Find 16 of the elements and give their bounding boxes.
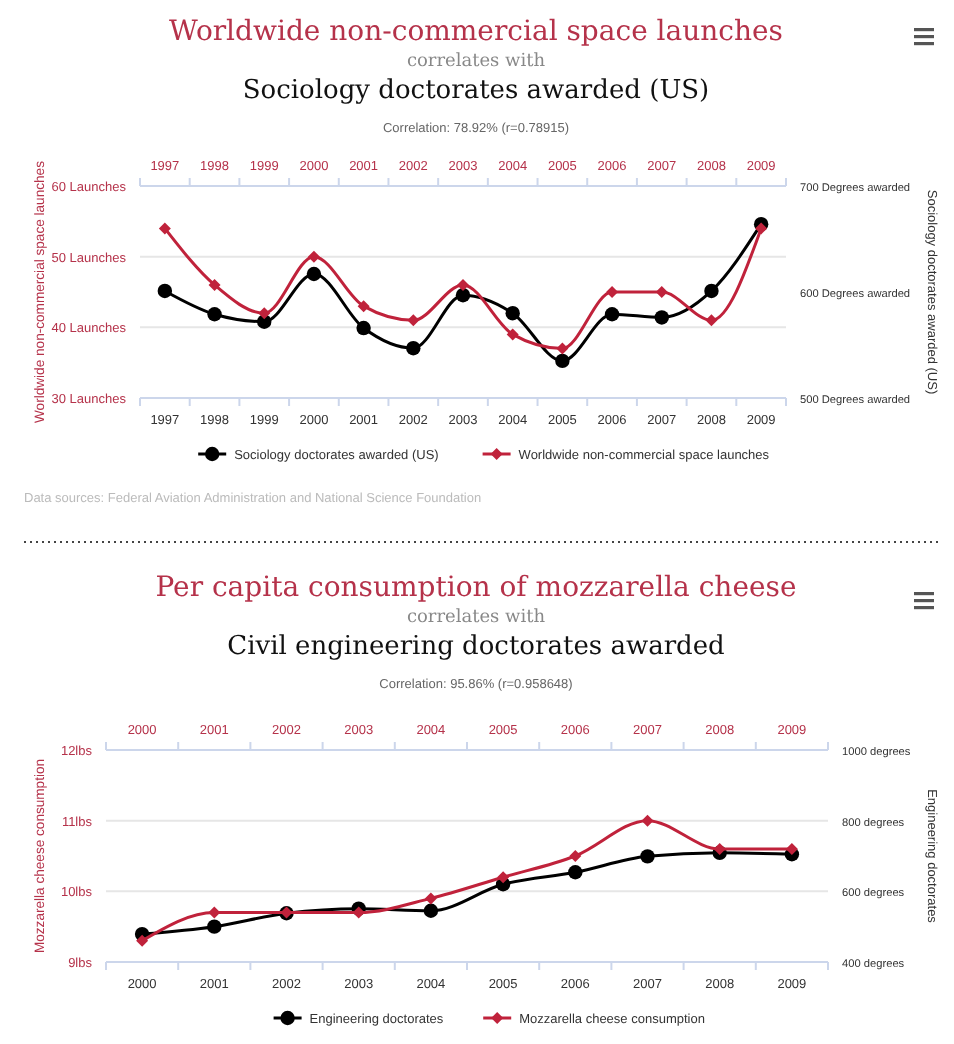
point xyxy=(136,934,149,947)
point xyxy=(713,842,726,855)
point xyxy=(641,814,654,827)
chart-title: Worldwide non-commercial space launches xyxy=(169,16,783,48)
point xyxy=(569,850,582,862)
point xyxy=(424,892,437,905)
chart-subtitle: Civil engineering doctorates awarded xyxy=(227,632,725,662)
text: correlates with xyxy=(406,608,546,628)
point xyxy=(207,919,222,934)
point xyxy=(640,849,655,864)
chart-title: Per capita consumption of mozzarella cheese xyxy=(155,572,797,604)
point xyxy=(497,871,510,884)
point xyxy=(568,865,583,880)
text: correlates with xyxy=(406,52,546,72)
chart-subtitle: Sociology doctorates awarded (US) xyxy=(242,76,710,106)
point xyxy=(423,903,439,918)
